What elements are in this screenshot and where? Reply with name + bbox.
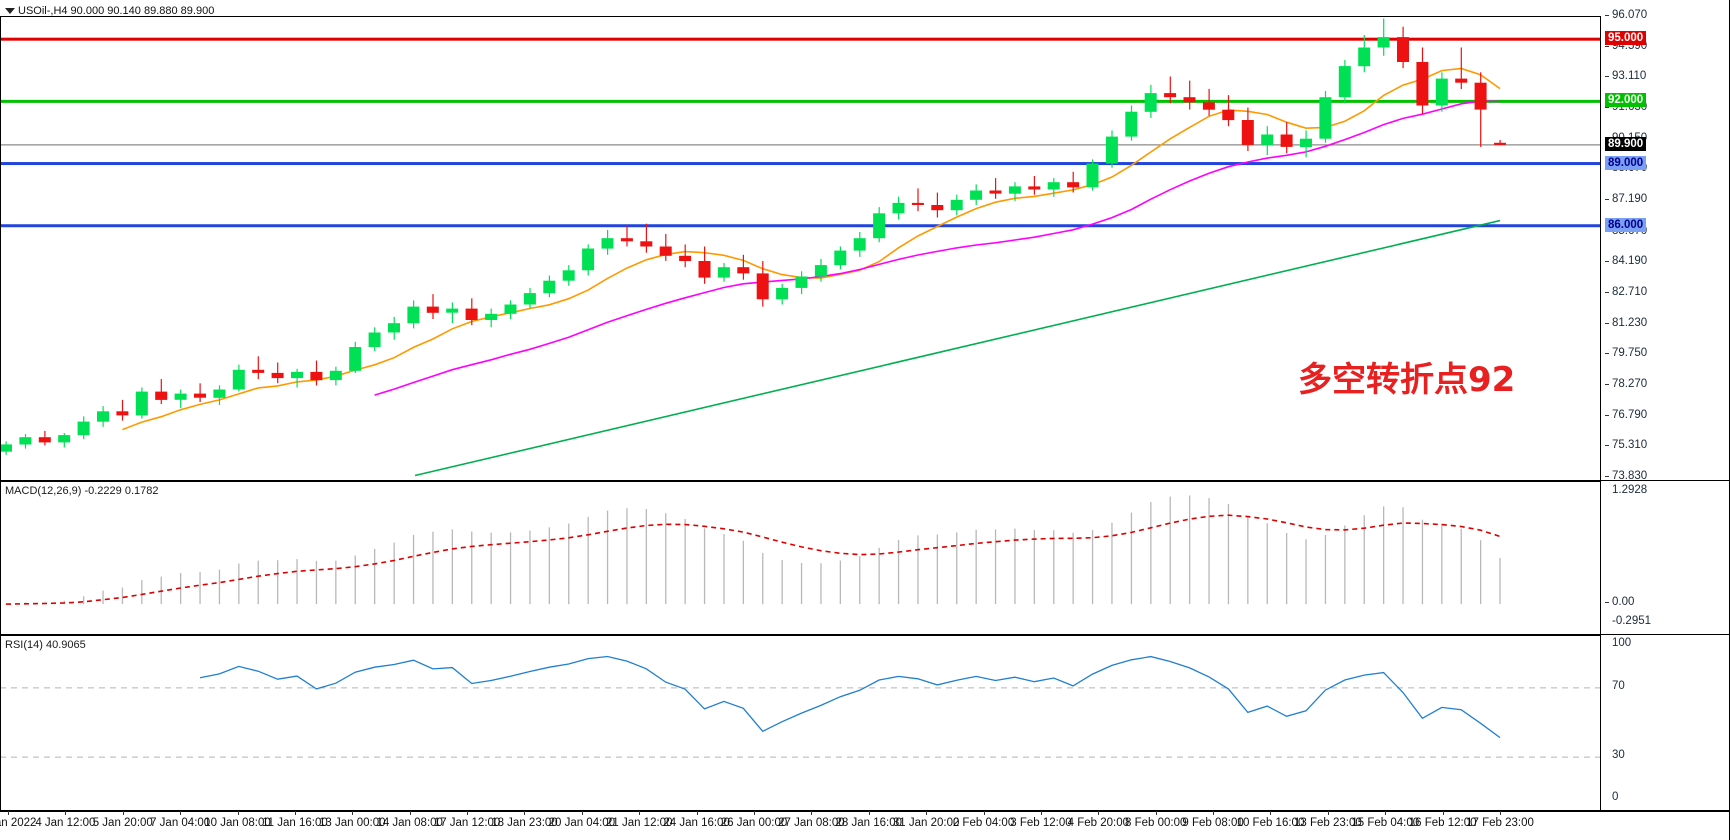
axis-divider <box>1600 16 1601 810</box>
time-axis-border <box>0 810 1730 811</box>
macd-tick: -0.2951 <box>1612 615 1652 627</box>
time-tick-mark <box>983 810 985 815</box>
rsi-tick: 30 <box>1612 749 1625 762</box>
rsi-tick: 70 <box>1612 679 1625 692</box>
triangle-down-icon[interactable] <box>5 8 15 14</box>
time-tick-mark <box>237 810 239 815</box>
rsi-pane[interactable]: RSI(14) 40.9065 <box>0 635 1730 812</box>
price-tick: 82.710 <box>1605 286 1647 298</box>
time-tick-mark <box>1040 810 1042 815</box>
time-tick-mark <box>409 810 411 815</box>
time-tick-mark <box>1327 810 1329 815</box>
price-tick: 87.190 <box>1605 193 1647 205</box>
time-tick-mark <box>122 810 124 815</box>
price-tick: 93.110 <box>1605 70 1646 82</box>
time-tick-label: 10 Feb 16:00 <box>1236 817 1305 829</box>
rsi-tick: 0 <box>1612 791 1619 803</box>
macd-tick: 0.00 <box>1605 596 1634 608</box>
time-tick-label: 4 Feb 20:00 <box>1067 817 1129 829</box>
time-tick-mark <box>1270 810 1272 815</box>
time-tick-label: 11 Jan 16:00 <box>262 817 328 829</box>
time-tick-mark <box>352 810 354 815</box>
time-tick-mark <box>696 810 698 815</box>
macd-axis: 1.2928 0.00 -0.2951 <box>1600 481 1730 633</box>
time-tick-label: 3 Jan 2022 <box>0 817 37 829</box>
price-tick: 84.190 <box>1605 255 1647 267</box>
price-tag-89-000[interactable]: 89.000 <box>1605 155 1647 170</box>
time-tick-label: 15 Feb 04:00 <box>1351 817 1420 829</box>
time-tick-mark <box>1442 810 1444 815</box>
time-tick-label: 5 Jan 20:00 <box>92 817 153 829</box>
time-tick-label: 7 Jan 04:00 <box>150 817 211 829</box>
price-tick: 75.310 <box>1605 439 1647 451</box>
time-tick-mark <box>926 810 928 815</box>
time-tick-mark <box>1155 810 1157 815</box>
time-tick-label: 4 Jan 12:00 <box>35 817 96 829</box>
price-tick: 96.070 <box>1605 9 1647 21</box>
time-tick-label: 18 Jan 23:00 <box>491 817 558 829</box>
symbol-header: USOil-,H4 90.000 90.140 89.880 89.900 <box>18 5 215 17</box>
price-tag-89-900[interactable]: 89.900 <box>1605 136 1647 151</box>
time-tick-label: 21 Jan 12:00 <box>605 817 673 829</box>
time-tick-mark <box>811 810 813 815</box>
macd-tick: 1.2928 <box>1612 484 1648 496</box>
time-tick-mark <box>1500 810 1501 815</box>
time-tick-label: 27 Jan 08:00 <box>778 817 845 829</box>
time-tick-mark <box>1385 810 1387 815</box>
time-tick-label: 17 Feb 23:00 <box>1466 817 1534 829</box>
time-tick-mark <box>524 810 526 815</box>
price-axis: 96.07094.59093.11091.63090.15088.67087.1… <box>1600 9 1730 482</box>
macd-pane[interactable]: MACD(12,26,9) -0.2229 0.1782 <box>0 481 1730 635</box>
time-tick-label: 20 Jan 04:00 <box>548 817 616 829</box>
time-tick-label: 13 Jan 00:00 <box>319 817 386 829</box>
time-tick-label: 28 Jan 16:00 <box>835 817 903 829</box>
left-border <box>0 16 1 810</box>
price-tick: 78.270 <box>1605 378 1647 390</box>
time-tick-mark <box>467 810 469 815</box>
rsi-axis: 100 70 30 0 <box>1600 635 1730 810</box>
time-tick-mark <box>868 810 870 815</box>
time-tick-label: 17 Jan 12:00 <box>433 817 501 829</box>
time-tick-mark <box>1213 810 1215 815</box>
time-tick-mark <box>180 810 182 815</box>
time-tick-label: 8 Feb 00:00 <box>1124 817 1187 829</box>
annotation-text: 多空转折点92 <box>1298 360 1516 400</box>
rsi-label: RSI(14) 40.9065 <box>5 639 86 651</box>
time-tick-label: 9 Feb 08:00 <box>1182 817 1244 829</box>
price-tag-86-000[interactable]: 86.000 <box>1605 217 1647 232</box>
time-tick-mark <box>65 810 67 815</box>
price-tag-92-000[interactable]: 92.000 <box>1605 93 1647 108</box>
price-tick: 73.830 <box>1605 470 1647 482</box>
time-tick-label: 10 Jan 08:00 <box>204 817 271 829</box>
time-tick-label: 16 Feb 12:00 <box>1408 817 1477 829</box>
time-tick-mark <box>754 810 755 815</box>
time-tick-mark <box>1098 810 1100 815</box>
price-tick: 81.230 <box>1605 317 1647 329</box>
time-tick-label: 3 Feb 12:00 <box>1010 817 1072 829</box>
time-tick-mark <box>294 810 296 815</box>
time-tick-label: 13 Feb 23:00 <box>1293 817 1362 829</box>
time-tick-label: 31 Jan 20:00 <box>892 817 960 829</box>
price-pane[interactable] <box>0 16 1730 482</box>
time-tick-mark <box>639 810 641 815</box>
price-tag-95-000[interactable]: 95.000 <box>1605 31 1647 46</box>
price-tick: 79.750 <box>1605 347 1647 359</box>
macd-label: MACD(12,26,9) -0.2229 0.1782 <box>5 485 159 497</box>
time-tick-mark <box>581 810 583 815</box>
rsi-tick: 100 <box>1612 637 1632 649</box>
time-tick-label: 24 Jan 16:00 <box>663 817 730 829</box>
time-tick-mark <box>8 810 9 815</box>
time-tick-label: 2 Feb 04:00 <box>952 817 1015 829</box>
time-tick-label: 26 Jan 00:00 <box>720 817 788 829</box>
price-tick: 76.790 <box>1605 409 1647 421</box>
time-tick-label: 14 Jan 08:00 <box>376 817 443 829</box>
